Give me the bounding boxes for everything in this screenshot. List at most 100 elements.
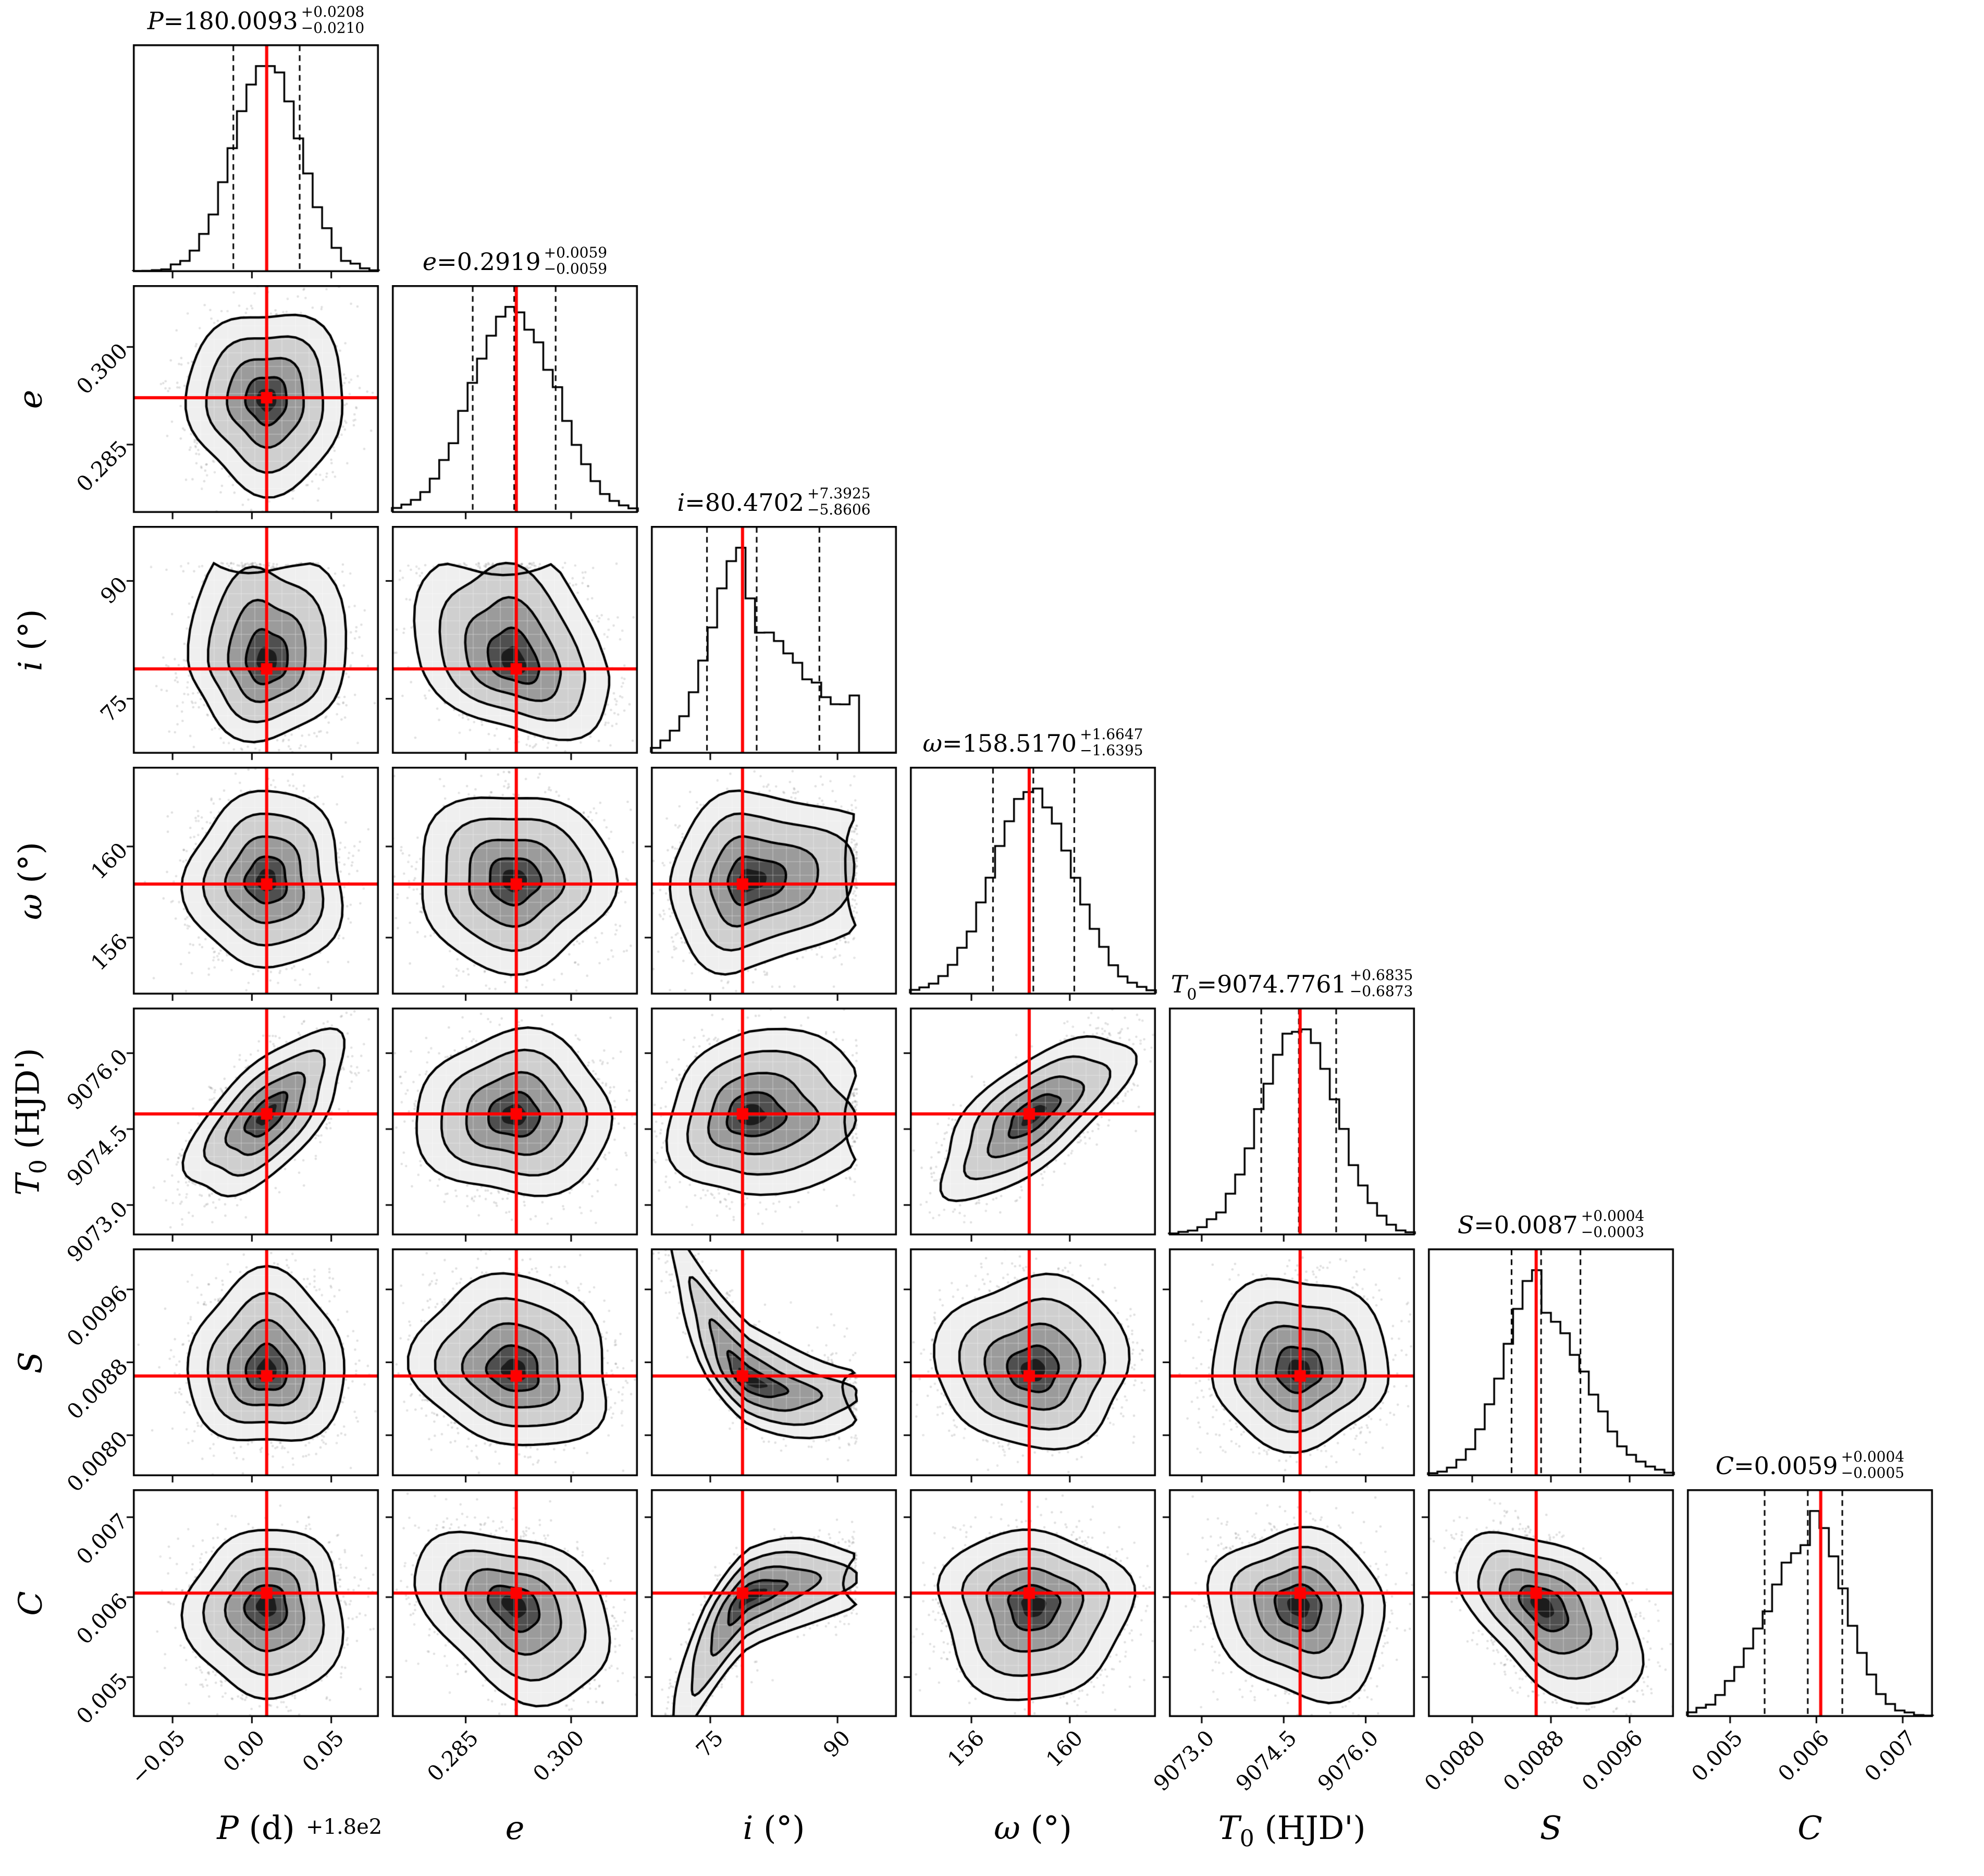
param-symbol: T xyxy=(1218,1809,1240,1847)
param-symbol: ω xyxy=(11,893,50,920)
minus-error: −0.0210 xyxy=(301,19,365,37)
panel-C-vs-T0 xyxy=(1160,1489,1417,1728)
x-tick-label: 0.285 xyxy=(422,1725,484,1786)
title-i: i = 80.4702 +7.3925 −5.8606 xyxy=(677,485,871,519)
hist-e xyxy=(383,285,640,524)
param-symbol: C xyxy=(11,1590,50,1616)
panel-C-vs-e xyxy=(383,1489,640,1728)
uncertainty-stack: +0.0004 −0.0005 xyxy=(1841,1449,1904,1481)
y-axis-label-omega: ω (°) xyxy=(11,842,50,920)
uncertainty-stack: +0.0004 −0.0003 xyxy=(1581,1208,1644,1241)
panel-omega-vs-P xyxy=(124,767,381,1006)
y-tick-label: 9074.5 xyxy=(61,1120,132,1191)
median-value: 0.0059 xyxy=(1754,1452,1838,1480)
title-e: e = 0.2919 +0.0059 −0.0059 xyxy=(422,244,608,278)
param-unit: (°) xyxy=(753,1809,805,1847)
param-symbol: S xyxy=(1539,1809,1562,1847)
minus-error: −0.0059 xyxy=(544,260,608,278)
y-tick-label: 0.0088 xyxy=(61,1353,132,1424)
param-symbol: P xyxy=(217,1809,239,1847)
panel-S-vs-omega xyxy=(901,1248,1158,1488)
uncertainty-stack: +1.6647 −1.6395 xyxy=(1080,726,1143,759)
param-symbol: ω xyxy=(994,1809,1020,1847)
param-unit: (HJD') xyxy=(1254,1809,1366,1847)
x-tick-label: 0.0088 xyxy=(1498,1725,1569,1796)
equals-sign: = xyxy=(437,248,457,276)
param-symbol: S xyxy=(1457,1211,1474,1240)
y-axis-label-T0: T0 (HJD') xyxy=(9,1048,52,1195)
x-tick-label: 156 xyxy=(942,1725,989,1772)
plus-error: +0.0004 xyxy=(1841,1448,1905,1465)
x-tick-label: 0.05 xyxy=(298,1725,349,1777)
equals-sign: = xyxy=(942,729,963,758)
x-tick-label: 75 xyxy=(691,1725,728,1762)
panel-T0-vs-i xyxy=(642,1008,899,1247)
panel-i-vs-P xyxy=(124,526,381,765)
hist-T0 xyxy=(1160,1008,1417,1247)
param-symbol: T xyxy=(8,1173,47,1196)
y-axis-label-C: C xyxy=(11,1591,50,1615)
minus-error: −0.0003 xyxy=(1581,1223,1645,1241)
x-tick-label: 0.00 xyxy=(218,1725,270,1777)
panel-i-vs-e xyxy=(383,526,640,765)
panel-T0-vs-P xyxy=(124,1008,381,1247)
x-axis-label-i: i (°) xyxy=(743,1809,805,1847)
panel-S-vs-P xyxy=(124,1248,381,1488)
panel-C-vs-P xyxy=(124,1489,381,1728)
median-value: 9074.7761 xyxy=(1217,970,1347,999)
y-tick-label: 0.0080 xyxy=(61,1426,132,1497)
plus-error: +7.3925 xyxy=(807,485,871,502)
panel-S-vs-T0 xyxy=(1160,1248,1417,1488)
minus-error: −5.8606 xyxy=(807,501,871,519)
y-tick-label: 0.0096 xyxy=(61,1280,132,1352)
x-tick-label: 0.0096 xyxy=(1576,1725,1647,1796)
plus-error: +0.0208 xyxy=(301,3,365,20)
x-tick-label: −0.05 xyxy=(126,1725,191,1789)
x-axis-label-C: C xyxy=(1797,1809,1822,1847)
param-symbol: i xyxy=(677,488,685,517)
param-unit: (°) xyxy=(11,841,50,893)
median-value: 0.0087 xyxy=(1494,1211,1578,1240)
x-axis-label-e: e xyxy=(506,1809,525,1847)
param-symbol: C xyxy=(1715,1452,1734,1480)
hist-S xyxy=(1419,1248,1676,1488)
x-axis-label-P: P (d) xyxy=(217,1809,295,1847)
param-unit: (°) xyxy=(11,609,50,661)
hist-C xyxy=(1678,1489,1935,1728)
hist-i xyxy=(642,526,899,765)
x-tick-label: 90 xyxy=(818,1725,856,1762)
uncertainty-stack: +0.0208 −0.0210 xyxy=(301,4,364,36)
plus-error: +0.0004 xyxy=(1581,1207,1645,1224)
x-tick-label: 9076.0 xyxy=(1313,1725,1384,1796)
x-tick-label: 0.007 xyxy=(1859,1725,1920,1786)
param-symbol: i xyxy=(743,1809,754,1847)
param-unit: (HJD') xyxy=(8,1047,47,1159)
uncertainty-stack: +0.6835 −0.6873 xyxy=(1350,967,1413,1000)
x-tick-label: 0.0080 xyxy=(1419,1725,1490,1796)
uncertainty-stack: +7.3925 −5.8606 xyxy=(807,485,870,518)
title-S: S = 0.0087 +0.0004 −0.0003 xyxy=(1457,1208,1644,1242)
title-omega: ω = 158.5170 +1.6647 −1.6395 xyxy=(923,726,1143,760)
panel-T0-vs-omega xyxy=(901,1008,1158,1247)
equals-sign: = xyxy=(685,488,705,517)
median-value: 0.2919 xyxy=(457,248,541,276)
x-tick-label: 0.006 xyxy=(1773,1725,1834,1786)
equals-sign: = xyxy=(1197,970,1217,999)
param-subscript: 0 xyxy=(1239,1825,1254,1852)
y-tick-label: 9076.0 xyxy=(61,1044,132,1115)
x-tick-label: 0.005 xyxy=(1686,1725,1748,1786)
median-value: 80.4702 xyxy=(705,488,805,517)
minus-error: −1.6395 xyxy=(1080,742,1143,759)
param-symbol: i xyxy=(11,660,50,671)
plus-error: +1.6647 xyxy=(1080,726,1143,743)
hist-P xyxy=(124,44,381,284)
y-tick-label: 9073.0 xyxy=(61,1196,132,1267)
panel-omega-vs-e xyxy=(383,767,640,1006)
param-subscript: 0 xyxy=(1187,985,1197,1004)
median-value: 180.0093 xyxy=(183,7,298,35)
param-symbol: e xyxy=(422,248,437,276)
panel-T0-vs-e xyxy=(383,1008,640,1247)
param-symbol: S xyxy=(11,1351,50,1374)
param-symbol: P xyxy=(147,7,164,35)
